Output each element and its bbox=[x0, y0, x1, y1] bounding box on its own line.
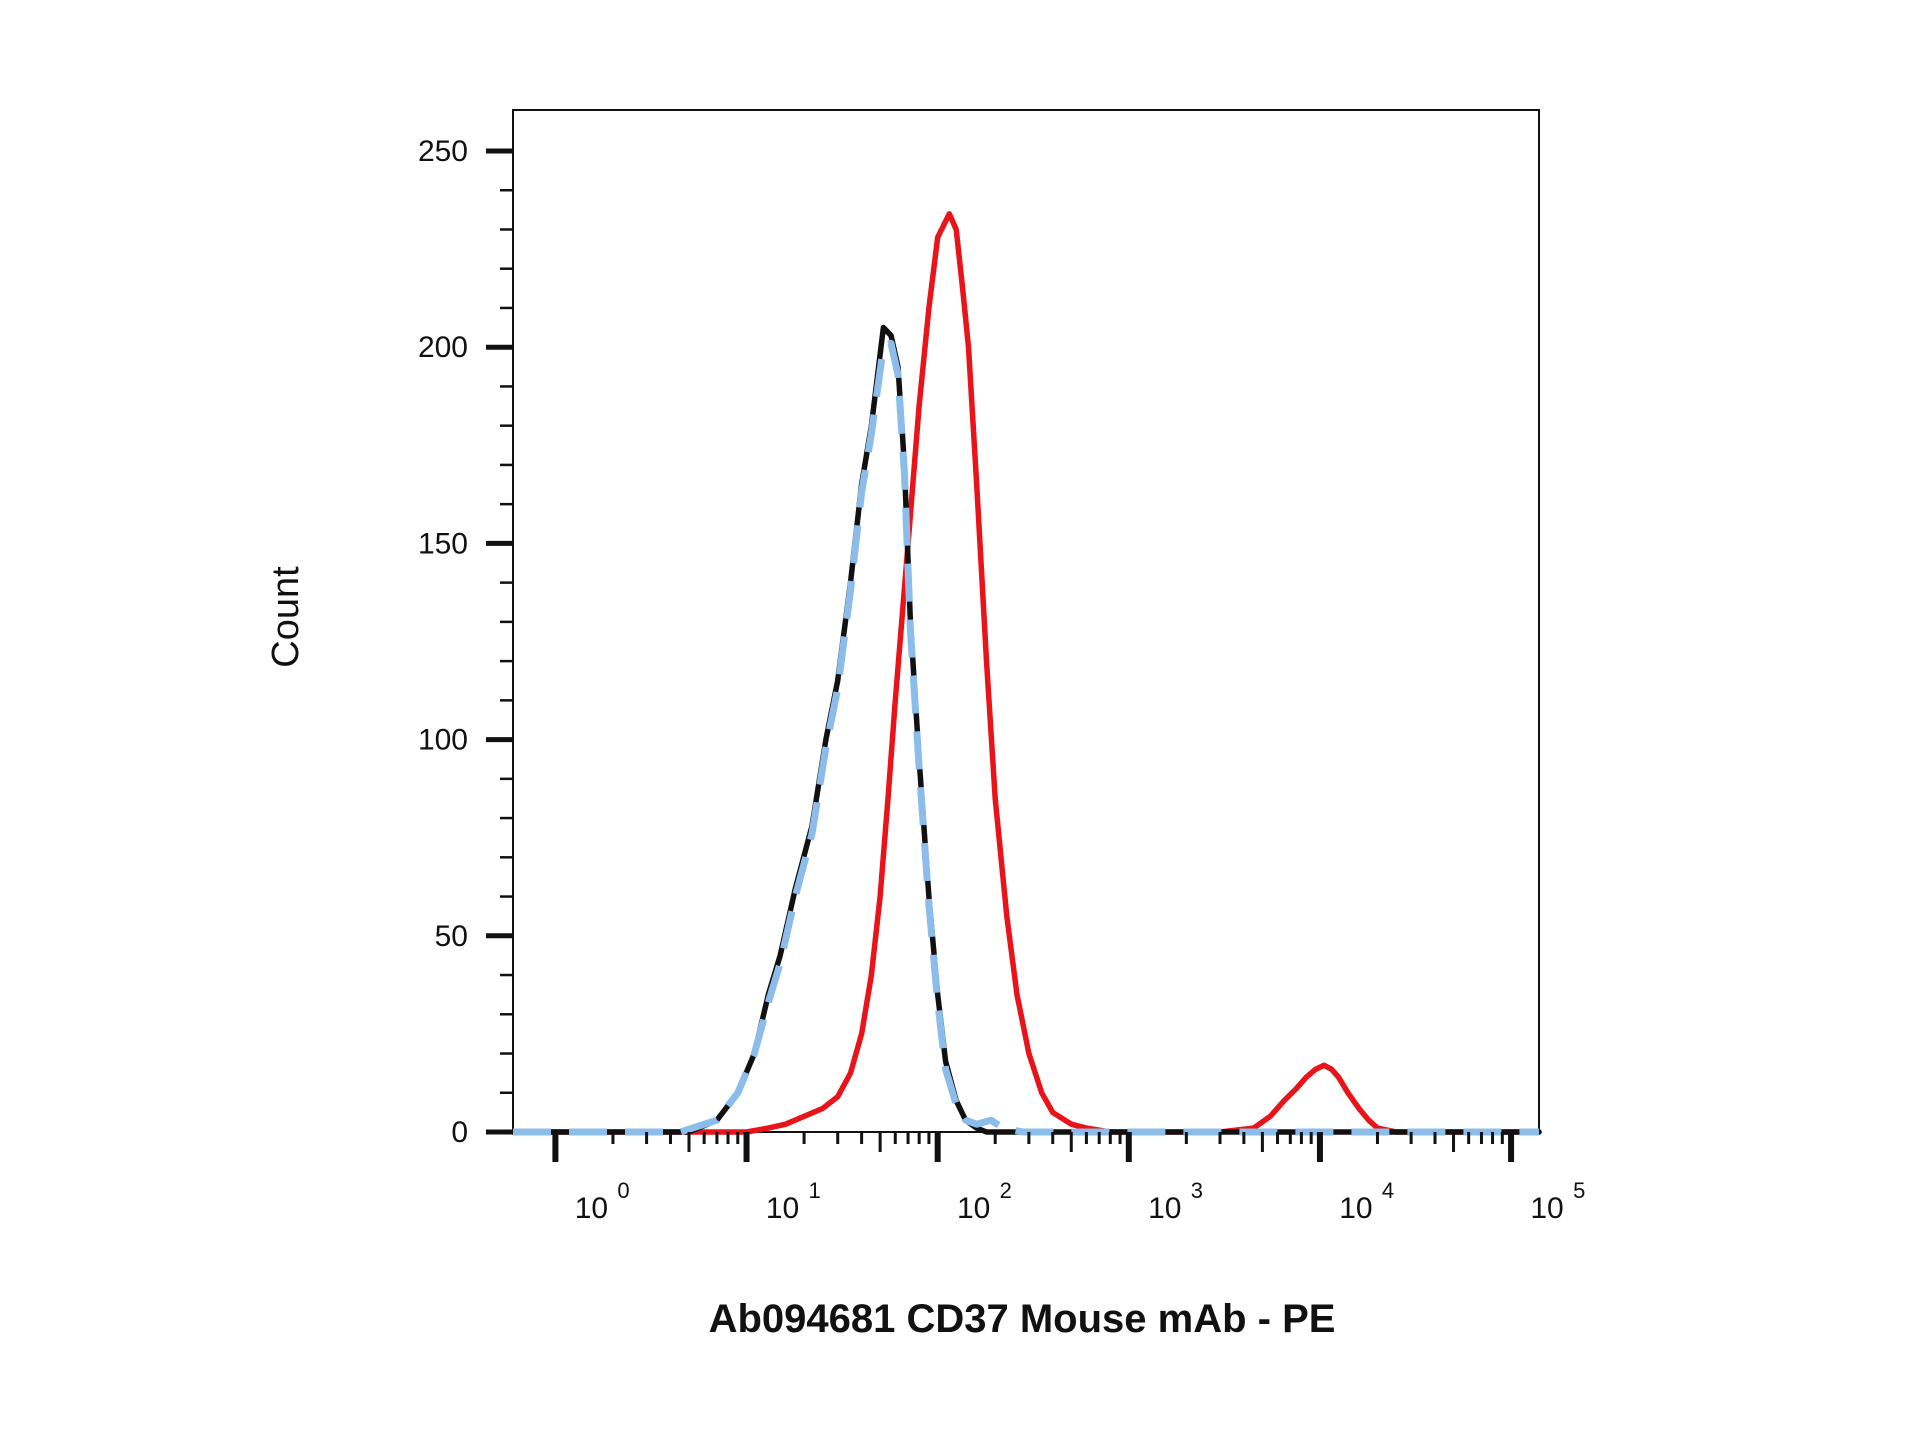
x-tick-label: 10 bbox=[1148, 1192, 1181, 1225]
series-layer bbox=[510, 211, 1542, 1136]
y-tick-label: 0 bbox=[451, 1116, 468, 1149]
y-tick-label: 200 bbox=[418, 331, 468, 364]
y-axis-title: Count bbox=[265, 566, 307, 668]
x-tick-exponent: 5 bbox=[1573, 1178, 1585, 1203]
x-tick-label: 10 bbox=[957, 1192, 990, 1225]
x-tick-exponent: 3 bbox=[1191, 1178, 1203, 1203]
x-axis-title: Ab094681 CD37 Mouse mAb - PE bbox=[709, 1297, 1336, 1341]
y-tick-label: 250 bbox=[418, 135, 468, 168]
y-tick-label: 100 bbox=[418, 724, 468, 757]
x-tick-exponent: 1 bbox=[809, 1178, 821, 1203]
histogram-series-1 bbox=[510, 211, 1542, 1135]
x-tick-exponent: 2 bbox=[1000, 1178, 1012, 1203]
y-tick-label: 50 bbox=[435, 920, 468, 953]
plot-frame bbox=[512, 109, 1540, 1133]
x-tick-label: 10 bbox=[766, 1192, 799, 1225]
histogram-series-2 bbox=[510, 324, 1542, 1135]
x-tick-exponent: 4 bbox=[1382, 1178, 1394, 1203]
histogram-series-3 bbox=[513, 339, 1539, 1136]
y-axis: 0 50 100 150 200 250 bbox=[418, 135, 513, 1149]
y-tick-label: 150 bbox=[418, 527, 468, 560]
x-tick-label: 10 bbox=[575, 1192, 608, 1225]
x-tick-label: 10 bbox=[1530, 1192, 1563, 1225]
x-axis: 10 0 10 1 10 2 10 3 10 4 10 5 bbox=[552, 1132, 1585, 1225]
x-tick-label: 10 bbox=[1339, 1192, 1372, 1225]
x-tick-exponent: 0 bbox=[617, 1178, 629, 1203]
